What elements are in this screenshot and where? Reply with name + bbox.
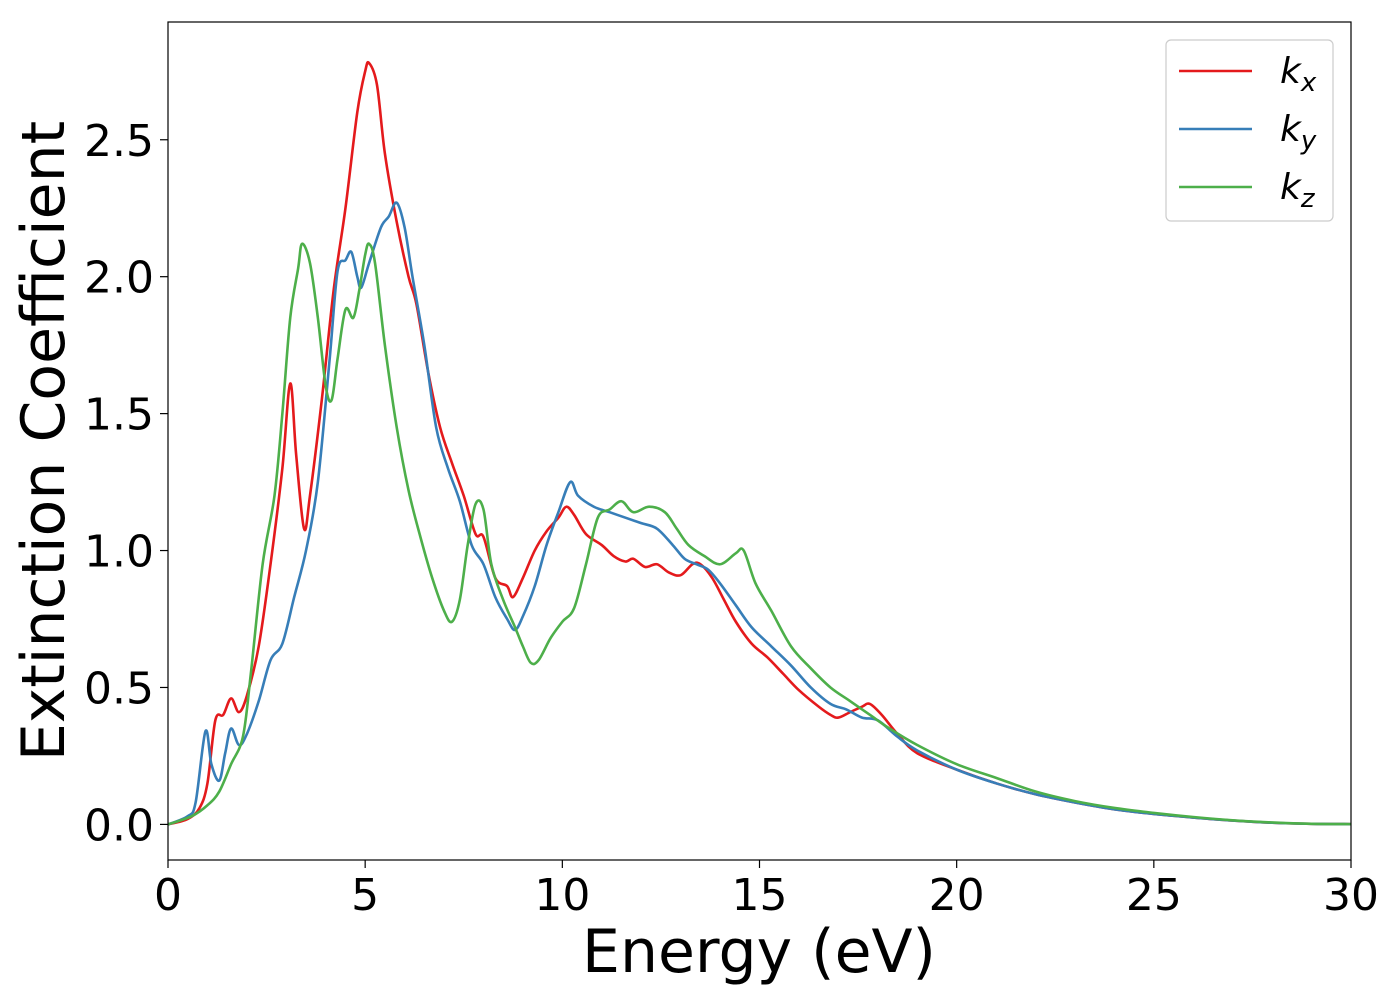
legend-label-ky: ky — [1280, 109, 1317, 156]
y-tick-label: 1.5 — [84, 390, 154, 441]
y-axis-title: Extinction Coefficient — [9, 121, 79, 761]
series-layer — [168, 60, 1351, 826]
x-tick-label: 25 — [1126, 870, 1182, 921]
x-tick-label: 30 — [1323, 870, 1379, 921]
x-tick-label: 10 — [534, 870, 590, 921]
y-tick-label: 2.0 — [84, 253, 154, 304]
x-tick-label: 15 — [732, 870, 788, 921]
legend-label-kx: kx — [1280, 51, 1317, 98]
x-tick-label: 0 — [154, 870, 182, 921]
legend-box — [1165, 39, 1334, 222]
y-tick-label: 2.5 — [84, 116, 154, 167]
series-line-kz — [168, 242, 1351, 826]
legend-label-kz: kz — [1280, 167, 1316, 214]
series-line-ky — [168, 201, 1351, 826]
legend: kx ky kz — [1165, 39, 1334, 222]
y-tick-label: 1.0 — [84, 527, 154, 578]
y-axis: 0.0 0.5 1.0 1.5 2.0 2.5 — [84, 116, 168, 851]
x-tick-label: 5 — [351, 870, 379, 921]
x-axis: 0 5 10 15 20 25 30 — [154, 860, 1379, 921]
x-axis-title: Energy (eV) — [582, 917, 936, 987]
y-tick-label: 0.0 — [84, 800, 154, 851]
x-tick-label: 20 — [929, 870, 985, 921]
y-tick-label: 0.5 — [84, 663, 154, 714]
